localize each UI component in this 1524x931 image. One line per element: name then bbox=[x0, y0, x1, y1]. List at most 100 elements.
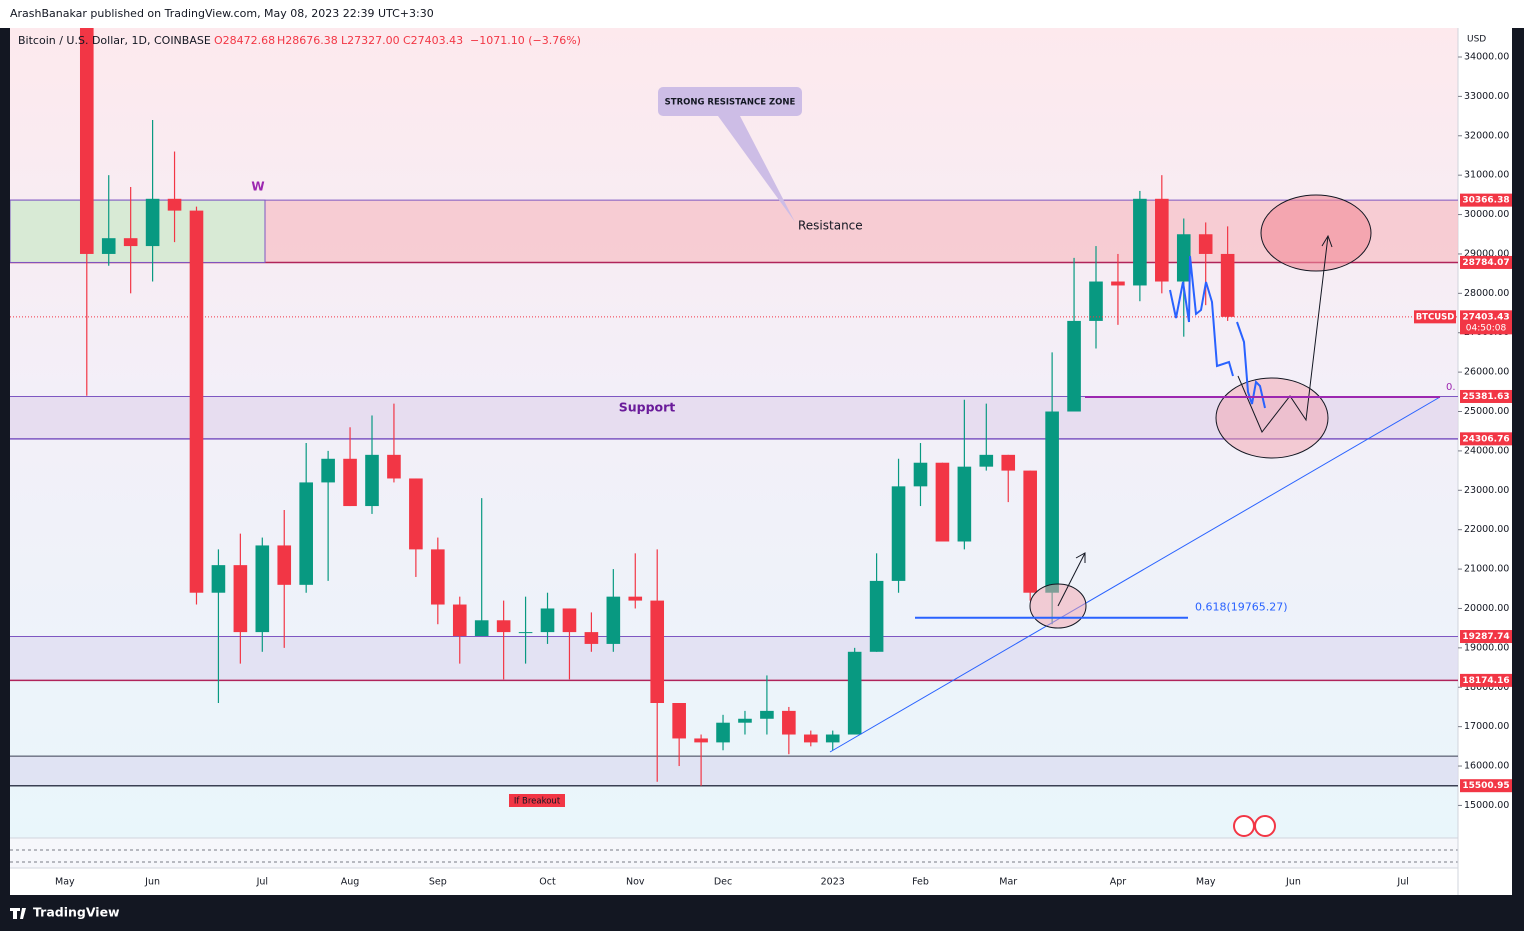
candle-body bbox=[628, 596, 643, 601]
candle-body bbox=[211, 565, 226, 593]
candle-body bbox=[891, 486, 906, 581]
candle-body bbox=[255, 545, 270, 633]
x-tick-label: Dec bbox=[714, 877, 732, 888]
zone bbox=[10, 756, 1458, 786]
x-tick-label: Oct bbox=[539, 877, 556, 888]
candle-body bbox=[167, 198, 182, 211]
arrow-head bbox=[1321, 234, 1333, 248]
price-label-box bbox=[1460, 255, 1512, 269]
currency: USD bbox=[1467, 35, 1486, 45]
annotation: Support bbox=[619, 400, 676, 415]
price-label: 15500.95 bbox=[1462, 781, 1509, 791]
x-tick-label: May bbox=[1196, 877, 1216, 888]
candle-body bbox=[496, 620, 511, 633]
time-axis bbox=[10, 868, 1458, 895]
x-tick-label: 2023 bbox=[821, 877, 845, 888]
candle-body bbox=[957, 466, 972, 542]
x-tick-label: Sep bbox=[429, 877, 447, 888]
candle-body bbox=[760, 710, 774, 719]
candle-body bbox=[716, 722, 730, 743]
candle-body bbox=[518, 632, 533, 634]
rsi-pane bbox=[10, 838, 1458, 868]
projection bbox=[1236, 321, 1266, 409]
annotation: 0. bbox=[1446, 382, 1456, 393]
y-tick-label: 26000.00 bbox=[1464, 367, 1509, 378]
y-tick-label: 17000.00 bbox=[1464, 721, 1509, 732]
candle-body bbox=[452, 604, 467, 637]
candle-body bbox=[825, 734, 840, 743]
y-tick-label: 23000.00 bbox=[1464, 485, 1509, 496]
ohlc-value: C27403.43 bbox=[403, 34, 463, 47]
zone bbox=[10, 636, 1458, 681]
x-tick-label: Feb bbox=[912, 877, 929, 888]
last-price: 27403.43 bbox=[1462, 312, 1509, 322]
brand[interactable]: TradingView bbox=[33, 905, 120, 920]
bounce-arrow bbox=[1057, 552, 1086, 607]
x-tick-label: Apr bbox=[1110, 877, 1127, 888]
x-tick-label: May bbox=[55, 877, 75, 888]
ohlc-value: H28676.38 bbox=[277, 34, 338, 47]
event-icon[interactable] bbox=[1233, 815, 1255, 837]
candle-body bbox=[387, 454, 401, 479]
candle-body bbox=[540, 608, 555, 633]
price-label-box bbox=[1460, 389, 1512, 403]
price-label: 28784.07 bbox=[1462, 258, 1509, 268]
candle-body bbox=[1023, 470, 1037, 593]
fib-label: 0.618(19765.27) bbox=[1195, 601, 1288, 614]
candle-body bbox=[277, 545, 292, 585]
last-price-box bbox=[1460, 310, 1512, 335]
y-tick-label: 16000.00 bbox=[1464, 761, 1509, 772]
candle-body bbox=[233, 565, 248, 633]
y-tick-label: 34000.00 bbox=[1464, 51, 1509, 62]
callout-text: STRONG RESISTANCE ZONE bbox=[665, 98, 796, 108]
y-tick-label: 20000.00 bbox=[1464, 603, 1509, 614]
symbol-box bbox=[1414, 310, 1456, 324]
ohlc-value: O28472.68 bbox=[214, 34, 275, 47]
event-icon[interactable] bbox=[1254, 815, 1276, 837]
candle-body bbox=[299, 482, 313, 585]
y-tick-label: 19000.00 bbox=[1464, 642, 1509, 653]
publisher: ArashBanakar published on TradingView.co… bbox=[10, 7, 434, 20]
price-axis bbox=[1458, 28, 1512, 895]
candles bbox=[10, 28, 1458, 786]
price-label-box bbox=[1460, 779, 1512, 793]
candle-body bbox=[189, 210, 204, 593]
candle-body bbox=[145, 198, 160, 247]
candle-body bbox=[869, 580, 884, 652]
y-tick-label: 31000.00 bbox=[1464, 170, 1509, 181]
footer-bar bbox=[0, 895, 1524, 931]
candle-body bbox=[803, 734, 818, 743]
x-tick-label: Mar bbox=[999, 877, 1017, 888]
axes: 15000.00 16000.00 17000.00 18000.00 19000.00… bbox=[55, 51, 1512, 888]
trend-line bbox=[829, 396, 1441, 753]
candle-body bbox=[101, 238, 116, 254]
price-label: 30366.38 bbox=[1462, 196, 1509, 206]
candle-body bbox=[343, 458, 357, 507]
candle-body bbox=[1111, 281, 1125, 286]
zones bbox=[10, 199, 1458, 787]
y-tick-label: 25000.00 bbox=[1464, 406, 1509, 417]
annotation: W bbox=[251, 180, 264, 194]
support-ellipse bbox=[1215, 377, 1329, 459]
x-tick-label: Jul bbox=[1396, 877, 1408, 888]
y-tick-label: 18000.00 bbox=[1464, 682, 1509, 693]
y-tick-label: 28000.00 bbox=[1464, 288, 1509, 299]
ohlc-value: L27327.00 bbox=[341, 34, 400, 47]
candle-body bbox=[847, 651, 862, 735]
y-tick-label: 15000.00 bbox=[1464, 800, 1509, 811]
target-ellipse bbox=[1260, 194, 1372, 272]
w-box bbox=[10, 199, 266, 263]
callout-box bbox=[658, 87, 802, 116]
x-tick-label: Nov bbox=[626, 877, 645, 888]
y-tick-label: 24000.00 bbox=[1464, 445, 1509, 456]
candle-body bbox=[1133, 198, 1147, 286]
x-tick-label: Jun bbox=[144, 877, 160, 888]
y-tick-label: 32000.00 bbox=[1464, 130, 1509, 141]
price-label-box bbox=[1460, 630, 1512, 644]
candle-body bbox=[694, 738, 708, 743]
candle-body bbox=[1155, 198, 1169, 282]
candle-body bbox=[606, 596, 621, 644]
price-label: 19287.74 bbox=[1462, 632, 1509, 642]
candle-body bbox=[672, 703, 686, 739]
